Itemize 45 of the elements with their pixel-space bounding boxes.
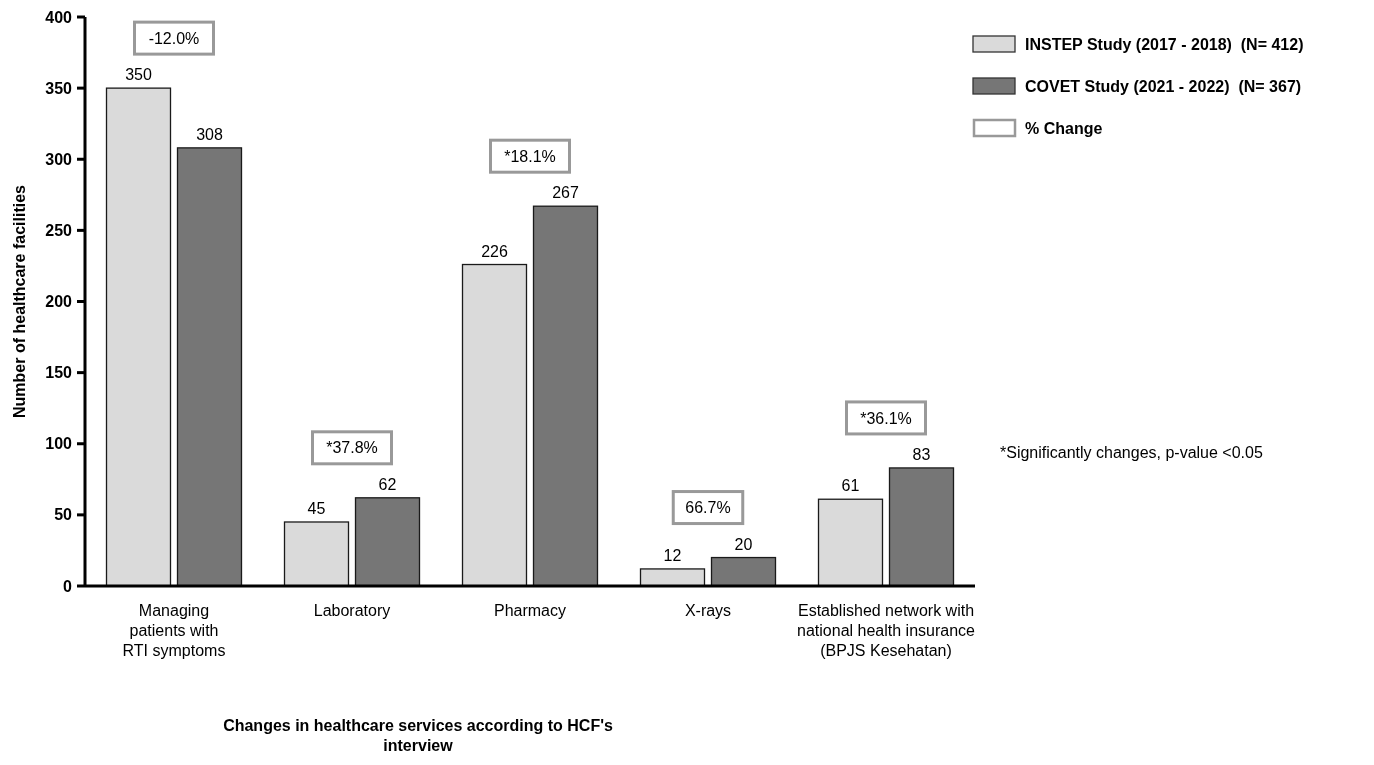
bar (532, 205, 599, 587)
text: *Significantly changes, p-value <0.05 (1000, 443, 1263, 461)
bar (639, 568, 706, 587)
bar (817, 498, 884, 587)
data-label: 45 (307, 499, 326, 517)
x-tick-label: Managing patients with RTI symptoms (122, 602, 226, 659)
legend-label: COVET Study (2021 - 2022) (N= 367) (1025, 77, 1302, 95)
data-label: 61 (841, 477, 860, 495)
bar (176, 147, 243, 587)
data-label: 308 (196, 125, 223, 143)
y-tick-label: 250 (45, 221, 73, 239)
y-tick-label: 0 (63, 577, 73, 595)
y-tick-label: 50 (54, 506, 73, 524)
y-tick-label: 300 (45, 150, 73, 168)
y-tick-label: 150 (45, 364, 73, 382)
annotation: *18.1% (504, 147, 556, 165)
x-axis-title: Changes in healthcare services according to HCF's interview (223, 717, 613, 754)
bar (710, 556, 777, 587)
bar (105, 87, 172, 587)
bar (888, 467, 955, 587)
y-tick-label: 400 (45, 8, 73, 26)
annotation: 66.7% (685, 499, 731, 517)
text: % Change (1025, 119, 1103, 137)
bar (461, 263, 528, 587)
y-tick-label: 350 (45, 79, 73, 97)
data-label: 226 (481, 242, 508, 260)
x-tick-label: Established network with national health insurance (BPJS Kesehatan) (797, 602, 976, 659)
annotation: *37.8% (326, 439, 378, 457)
x-tick-label: X-rays (684, 602, 732, 619)
y-axis-title: Number of healthcare facilities (11, 184, 28, 418)
y-tick-label: 200 (45, 293, 73, 311)
data-label: 267 (552, 184, 579, 202)
data-label: 20 (734, 535, 753, 553)
data-label: 12 (663, 546, 682, 564)
y-tick-label: 100 (45, 435, 73, 453)
x-tick-label: Laboratory (313, 602, 391, 619)
legend-label: INSTEP Study (2017 - 2018) (N= 412) (1025, 35, 1304, 53)
data-label: 350 (125, 66, 152, 84)
data-label: 83 (912, 445, 931, 463)
annotation: *36.1% (860, 409, 912, 427)
x-tick-label: Pharmacy (493, 602, 567, 619)
bar (283, 521, 350, 587)
annotation: -12.0% (148, 29, 200, 47)
data-label: 62 (378, 475, 397, 493)
bar (354, 497, 421, 587)
